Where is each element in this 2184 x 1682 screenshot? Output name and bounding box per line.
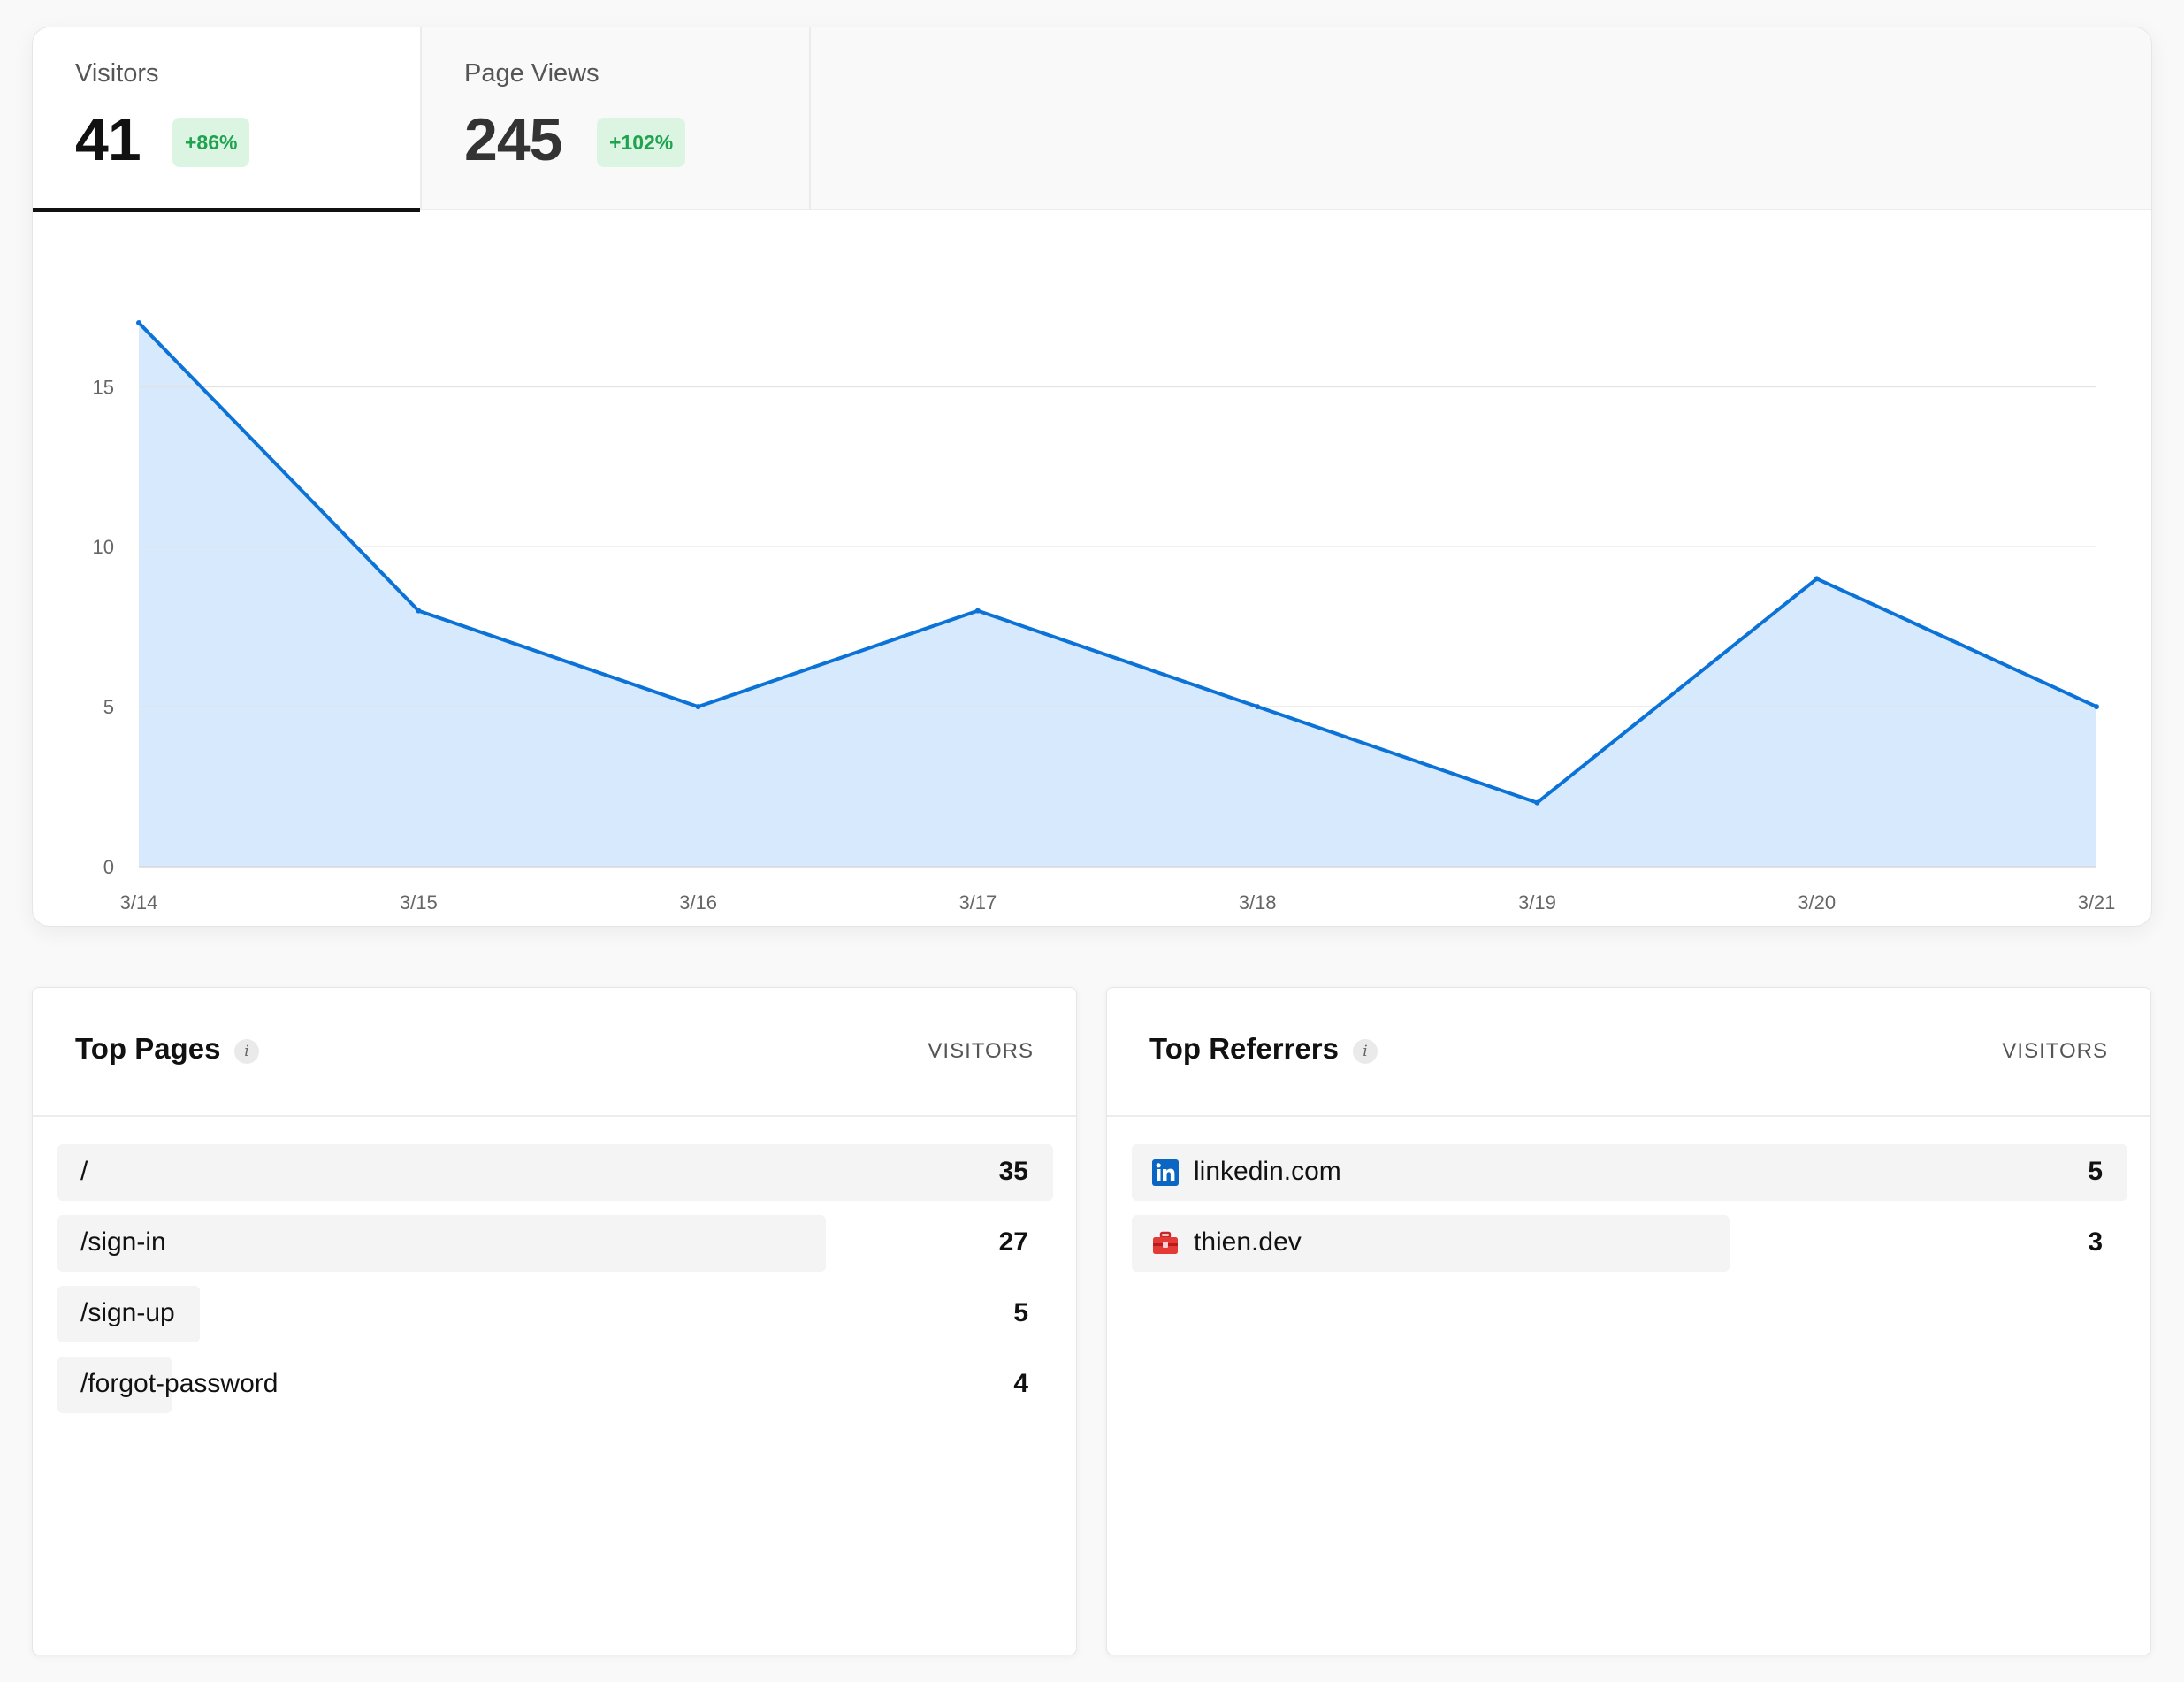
panel-header: Top Referrers i VISITORS <box>1107 988 2150 1117</box>
x-tick-label: 3/21 <box>2078 891 2116 914</box>
y-tick-label: 0 <box>103 856 114 878</box>
visitors-chart: 0 5 10 15 3/14 3/15 3/16 3/17 3/18 3/19 3/20 3/21 <box>93 320 2116 914</box>
row-label: /sign-in <box>80 1227 166 1257</box>
x-tick-label: 3/18 <box>1239 891 1277 914</box>
row-label: /sign-up <box>80 1298 175 1327</box>
data-point <box>136 320 141 325</box>
row-count: 5 <box>2088 1157 2103 1186</box>
data-point <box>1814 576 1820 582</box>
tab-visitors[interactable]: Visitors 41 +86% <box>33 27 422 212</box>
y-tick-label: 5 <box>103 696 114 718</box>
tab-value: 245 <box>464 106 562 173</box>
x-tick-label: 3/20 <box>1798 891 1836 914</box>
column-header: VISITORS <box>2002 1039 2108 1063</box>
list-item[interactable]: linkedin.com 5 <box>1132 1144 2127 1201</box>
toolbox-icon <box>1153 1231 1178 1254</box>
list-item[interactable]: / 35 <box>57 1144 1053 1201</box>
data-point <box>416 608 422 614</box>
row-bar <box>57 1357 172 1413</box>
row-bar <box>1132 1144 2127 1201</box>
top-pages-panel: Top Pages i VISITORS / 35/sign-in 27/sign-… <box>32 987 1077 1655</box>
list-item[interactable]: thien.dev 3 <box>1132 1215 2127 1272</box>
row-count: 3 <box>2088 1227 2103 1257</box>
panel-title: Top Referrers <box>1149 1032 1339 1065</box>
column-header: VISITORS <box>928 1039 1034 1063</box>
row-label: / <box>80 1157 88 1186</box>
linkedin-icon <box>1152 1159 1179 1186</box>
change-badge: +86% <box>172 118 250 167</box>
data-point <box>695 704 701 710</box>
y-tick-label: 10 <box>93 536 114 558</box>
list-item[interactable]: /sign-in 27 <box>57 1215 1053 1272</box>
row-bar <box>1132 1215 1730 1272</box>
metric-tabs: Visitors 41 +86% Page Views 245 +102% <box>33 27 2151 212</box>
stats-card: Visitors 41 +86% Page Views 245 +102% 0 5… <box>32 27 2152 927</box>
x-tick-label: 3/19 <box>1518 891 1556 914</box>
list-item[interactable]: /sign-up 5 <box>57 1286 1053 1342</box>
row-count: 5 <box>1013 1298 1028 1327</box>
series-line <box>137 321 2097 805</box>
change-badge: +102% <box>597 118 686 167</box>
row-count: 27 <box>998 1227 1028 1257</box>
tab-page-views[interactable]: Page Views 245 +102% <box>422 27 811 210</box>
row-label: thien.dev <box>1194 1227 1302 1257</box>
x-tick-label: 3/16 <box>679 891 717 914</box>
tab-label: Visitors <box>75 59 159 88</box>
row-bar <box>57 1215 826 1272</box>
info-icon[interactable]: i <box>1353 1039 1378 1064</box>
list-item[interactable]: /forgot-password 4 <box>57 1357 1053 1413</box>
info-icon[interactable]: i <box>234 1039 259 1064</box>
panel-title: Top Pages <box>75 1032 221 1065</box>
row-bar <box>57 1144 1053 1201</box>
data-point <box>1534 799 1540 806</box>
row-label: /forgot-password <box>80 1369 279 1398</box>
data-point <box>974 608 981 614</box>
y-tick-label: 15 <box>93 376 114 398</box>
tab-value: 41 <box>75 106 141 173</box>
row-label: linkedin.com <box>1194 1157 1341 1186</box>
row-count: 35 <box>998 1157 1028 1186</box>
data-point <box>2094 704 2099 710</box>
top-referrers-panel: Top Referrers i VISITORS linkedin.com 5 th… <box>1106 987 2151 1655</box>
x-tick-label: 3/17 <box>958 891 997 914</box>
x-tick-label: 3/15 <box>400 891 438 914</box>
data-point <box>1255 704 1261 710</box>
row-bar <box>57 1286 200 1342</box>
area-fill <box>139 323 2096 867</box>
x-tick-label: 3/14 <box>120 891 158 914</box>
panel-header: Top Pages i VISITORS <box>33 988 1076 1117</box>
tab-label: Page Views <box>464 59 599 88</box>
row-count: 4 <box>1013 1369 1028 1398</box>
